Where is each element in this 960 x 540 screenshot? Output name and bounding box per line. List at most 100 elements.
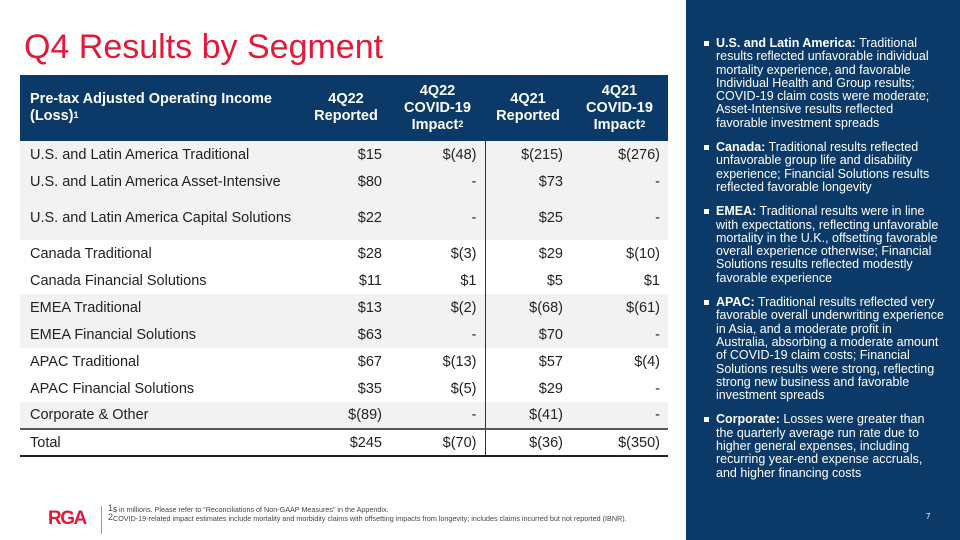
cell-value: $(276) [571,141,668,168]
bullet-heading: Canada: [716,140,766,155]
cell-value: $(3) [390,240,486,267]
header-4q21-reported: 4Q21 Reported [485,75,571,141]
table-row: Total $245 $(70) $(36) $(350) [20,428,668,457]
bullet-icon [704,41,709,46]
cell-value: $5 [546,272,563,289]
bullet-text: Traditional results reflected very favor… [716,295,944,403]
bullet-heading: Corporate: [716,412,780,427]
cell-value: $245 [302,428,390,457]
footnote-ref: 2 [640,118,646,129]
cell-value: - [390,321,486,348]
cell-value: $57 [538,353,563,370]
cell-value: - [390,402,486,429]
cell-value: $(4) [634,353,660,370]
header-label-text: Pre-tax Adjusted Operating Income (Loss) [30,91,272,124]
cell-value: $(2) [390,294,486,321]
header-4q22-reported: 4Q22 Reported [302,75,390,141]
cell-value: $28 [357,245,382,262]
cell-value: $25 [485,195,571,240]
commentary-bullet: EMEA: Traditional results were in line w… [704,205,944,285]
footnote-num: 1 [108,503,114,513]
row-label: U.S. and Latin America Asset-Intensive [20,168,302,195]
cell-value: $(48) [390,141,486,168]
cell-value: $(70) [390,428,486,457]
bullet-icon [704,300,709,306]
footnote-ref: 2 [458,118,464,129]
table-row: APAC Traditional $67 $(13) $57 $(4) [20,348,668,375]
cell-value: $80 [302,168,390,195]
cell-value: $(68) [485,294,571,321]
cell-value: $(61) [571,294,668,321]
row-label: Corporate & Other [20,402,302,429]
cell-value: $(41) [485,402,571,429]
cell-value: $(13) [390,348,486,375]
table-row: Canada Financial Solutions $11 $1 $5 $1 [20,267,668,294]
cell-value: $29 [538,380,563,397]
bullet-heading: EMEA: [716,204,757,219]
cell-value: - [390,168,486,195]
header-4q22-covid: 4Q22 COVID-19 Impact2 [390,75,485,141]
cell-value: $13 [302,294,390,321]
cell-value: $73 [485,168,571,195]
bullet-text: Losses were greater than the quarterly a… [716,412,925,480]
cell-value: $63 [302,321,390,348]
divider [101,506,102,534]
cell-value: - [571,195,668,240]
cell-value: $(5) [390,375,486,402]
cell-value: $(215) [485,141,571,168]
cell-value: $(350) [571,428,668,457]
bullet-heading: APAC: [716,295,755,310]
row-label: Canada Traditional [30,245,152,262]
row-label: APAC Financial Solutions [30,380,195,397]
commentary-panel: U.S. and Latin America: Traditional resu… [686,0,960,540]
row-label: APAC Traditional [30,353,140,370]
header-4q22-covid-text: 4Q22 COVID-19 Impact [404,82,471,133]
table-row: Canada Traditional $28 $(3) $29 $(10) [20,240,668,267]
footnotes: 1$ in millions. Please refer to “Reconci… [108,503,668,524]
bullet-heading: U.S. and Latin America: [716,36,856,50]
cell-value: - [571,168,668,195]
table-row: Corporate & Other $(89) - $(41) - [20,402,668,429]
rga-logo: RGA [48,508,87,529]
table-header: Pre-tax Adjusted Operating Income (Loss)… [20,75,668,141]
cell-value: $1 [643,272,660,289]
table-row: APAC Financial Solutions $35 $(5) $29 - [20,375,668,402]
header-4q21-covid-text: 4Q21 COVID-19 Impact [586,82,653,133]
bullet-text: Traditional results were in line with ex… [716,204,939,285]
table-row: U.S. and Latin America Traditional $15 $(4… [20,141,668,168]
cell-value: - [390,195,486,240]
cell-value: $15 [302,141,390,168]
table-row: EMEA Financial Solutions $63- $70- [20,321,668,348]
row-label: U.S. and Latin America Traditional [20,141,302,168]
table-row: U.S. and Latin America Asset-Intensive $8… [20,168,668,195]
row-label: U.S. and Latin America Capital Solutions [20,195,302,240]
page-number: 7 [926,512,931,521]
row-label: EMEA Traditional [20,294,302,321]
cell-value: - [655,380,660,397]
bullet-text: Traditional results reflected unfavorabl… [716,36,930,130]
bullet-icon [704,417,709,423]
cell-value: $67 [357,353,382,370]
cell-value: $11 [358,272,382,289]
cell-value: $(10) [626,245,660,262]
bullet-icon [704,209,709,215]
cell-value: - [571,321,668,348]
row-label: Total [20,428,302,457]
cell-value: - [571,402,668,429]
table-row: U.S. and Latin America Capital Solutions… [20,195,668,240]
header-4q21-covid: 4Q21 COVID-19 Impact2 [571,75,668,141]
row-label: Canada Financial Solutions [30,272,207,289]
footnote-num: 2 [108,512,114,523]
cell-value: $(36) [485,428,571,457]
cell-value: $35 [357,380,382,397]
commentary-bullet: U.S. and Latin America: Traditional resu… [704,36,944,130]
cell-value: $70 [485,321,571,348]
segment-results-table: Pre-tax Adjusted Operating Income (Loss)… [20,75,668,457]
header-label: Pre-tax Adjusted Operating Income (Loss)… [20,75,302,141]
bullet-text: Traditional results reflected unfavorabl… [716,140,930,194]
commentary-bullet: Canada: Traditional results reflected un… [704,140,944,194]
footnote-ref: 1 [73,110,79,120]
cell-value: $1 [390,267,486,294]
footnote-2: 2COVID-19-related impact estimates inclu… [108,512,668,524]
commentary-bullet: APAC: Traditional results reflected very… [704,295,944,403]
